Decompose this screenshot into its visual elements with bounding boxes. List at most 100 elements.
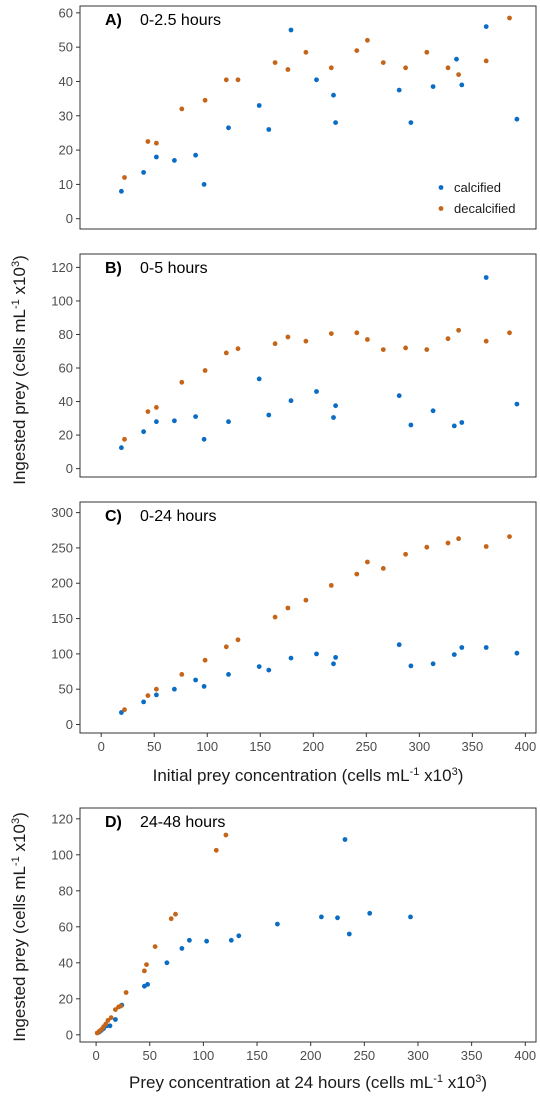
data-point-decalcified: [154, 140, 159, 146]
data-point-decalcified: [179, 106, 185, 112]
data-point-decalcified: [179, 379, 185, 385]
data-point-decalcified: [354, 571, 360, 577]
data-point-calcified: [201, 436, 207, 442]
panel-title: 0-5 hours: [140, 260, 208, 277]
x-tick-label: 100: [193, 1048, 215, 1063]
data-point-decalcified: [142, 968, 147, 974]
data-point-calcified: [119, 445, 124, 451]
x-tick-label: 150: [246, 1048, 268, 1063]
x-tick-label: 200: [300, 1048, 322, 1063]
data-point-decalcified: [403, 65, 408, 71]
series-decalcified: [94, 832, 229, 1036]
y-tick-label: 100: [51, 293, 73, 308]
legend-label-calcified: calcified: [454, 180, 501, 195]
data-point-calcified: [204, 938, 210, 944]
data-point-decalcified: [424, 544, 430, 550]
data-point-calcified: [331, 92, 336, 98]
data-point-decalcified: [424, 347, 430, 352]
data-point-calcified: [331, 415, 336, 420]
data-point-calcified: [314, 77, 319, 83]
data-point-calcified: [514, 401, 520, 407]
data-point-decalcified: [354, 48, 360, 53]
data-point-decalcified: [483, 58, 489, 64]
x-tick-label: 350: [462, 739, 484, 754]
y-tick-label: 80: [59, 883, 73, 898]
data-point-decalcified: [105, 1018, 111, 1023]
data-point-calcified: [141, 429, 147, 435]
series-calcified: [96, 837, 413, 1035]
y-tick-label: 30: [59, 108, 73, 123]
data-point-calcified: [193, 152, 199, 158]
y-tick-label: 40: [59, 74, 73, 89]
data-point-decalcified: [483, 338, 489, 344]
series-decalcified: [122, 15, 512, 180]
data-point-calcified: [145, 982, 151, 987]
data-point-calcified: [193, 677, 199, 683]
data-point-calcified: [119, 710, 124, 715]
data-point-calcified: [430, 408, 436, 414]
data-point-calcified: [275, 921, 280, 927]
data-point-calcified: [367, 910, 373, 916]
data-point-decalcified: [202, 97, 208, 103]
data-point-calcified: [333, 655, 338, 660]
data-point-decalcified: [223, 644, 229, 650]
data-point-calcified: [459, 420, 465, 425]
data-point-decalcified: [145, 693, 151, 698]
x-tick-label: 150: [249, 739, 271, 754]
data-point-decalcified: [235, 346, 241, 352]
data-point-decalcified: [483, 544, 489, 549]
data-point-calcified: [256, 376, 262, 382]
data-point-decalcified: [108, 1015, 114, 1021]
x-tick-label: 100: [196, 739, 218, 754]
data-point-calcified: [408, 663, 414, 669]
series-calcified: [119, 275, 520, 451]
data-point-calcified: [236, 933, 242, 939]
y-tick-label: 250: [51, 540, 73, 555]
panel-letter: C): [105, 508, 122, 525]
data-point-decalcified: [103, 1021, 109, 1027]
data-point-decalcified: [507, 330, 512, 336]
y-tick-label: 100: [51, 847, 73, 862]
x-tick-label: 300: [408, 739, 430, 754]
data-point-calcified: [154, 692, 159, 698]
data-point-calcified: [288, 398, 294, 404]
series-calcified: [119, 24, 520, 194]
x-axis-title-top: Initial prey concentration (cells mL-1 x…: [153, 766, 464, 785]
data-point-calcified: [333, 120, 338, 125]
data-point-calcified: [172, 686, 177, 692]
data-point-calcified: [107, 1023, 113, 1029]
data-point-decalcified: [118, 1003, 124, 1009]
data-point-decalcified: [168, 916, 174, 922]
y-tick-label: 60: [59, 361, 73, 376]
y-tick-label: 100: [51, 646, 73, 661]
series-calcified: [119, 642, 520, 715]
data-point-decalcified: [272, 60, 278, 65]
data-point-decalcified: [445, 336, 451, 342]
data-point-decalcified: [403, 551, 408, 557]
y-tick-label: 0: [66, 461, 73, 476]
data-point-calcified: [226, 419, 231, 425]
data-point-decalcified: [145, 409, 151, 414]
y-tick-label: 60: [59, 5, 73, 20]
y-tick-label: 150: [51, 611, 73, 626]
data-point-decalcified: [303, 49, 309, 55]
y-tick-label: 50: [59, 40, 73, 55]
data-point-decalcified: [328, 331, 334, 336]
data-point-calcified: [201, 684, 207, 689]
data-point-calcified: [342, 837, 348, 842]
y-tick-label: 20: [59, 991, 73, 1006]
data-point-calcified: [256, 664, 262, 669]
data-point-calcified: [319, 914, 324, 920]
data-point-decalcified: [179, 672, 185, 677]
panel-title: 0-24 hours: [140, 508, 217, 525]
data-point-calcified: [179, 946, 185, 951]
data-point-decalcified: [154, 405, 159, 410]
panel-frame: [79, 807, 537, 1043]
panel-frame: [79, 253, 537, 478]
legend-marker-calcified: [438, 185, 444, 190]
data-point-decalcified: [122, 175, 127, 180]
x-tick-label: 350: [461, 1048, 483, 1063]
data-point-decalcified: [123, 990, 129, 995]
data-point-decalcified: [144, 962, 149, 967]
